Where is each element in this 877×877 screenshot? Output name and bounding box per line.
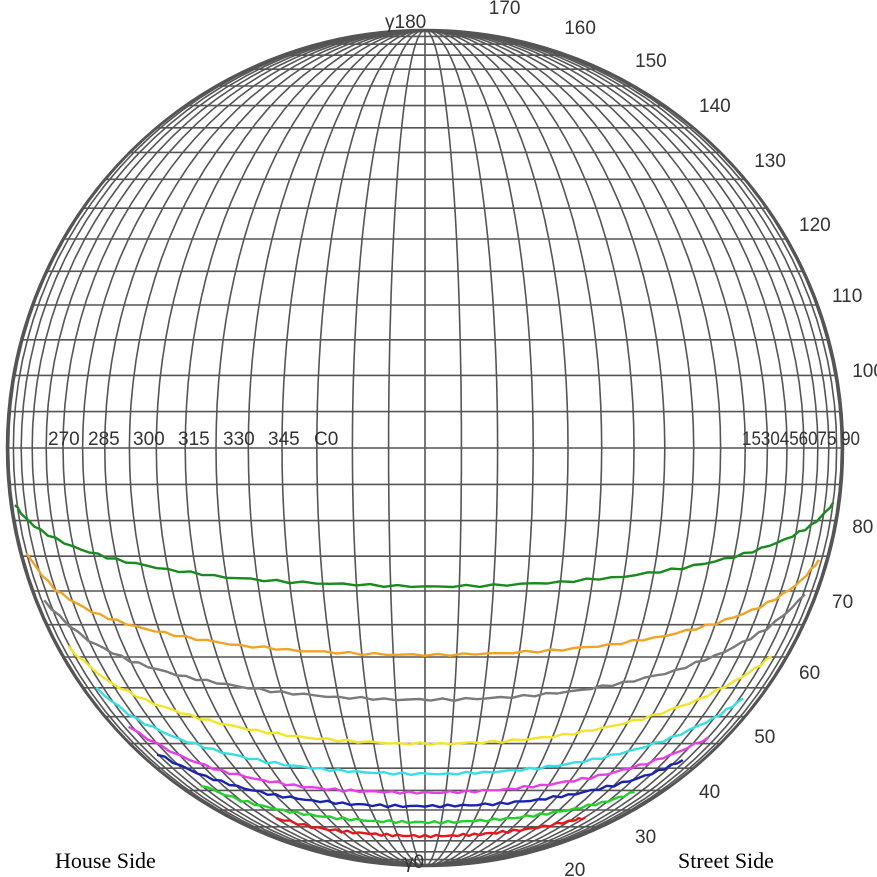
c-meridian <box>62 29 426 867</box>
gamma-tick-label: 170 <box>489 0 521 19</box>
c-meridian <box>103 29 426 867</box>
isolux-curves <box>14 501 835 839</box>
c-plane-label: 330 <box>223 429 255 450</box>
c-plane-label: 315 <box>178 429 210 450</box>
c-meridian <box>155 29 426 867</box>
c-meridian <box>424 29 805 867</box>
c-meridian <box>315 29 426 867</box>
gamma-tick-label: 100 <box>852 361 877 382</box>
gamma-tick-label: 130 <box>754 151 786 172</box>
c-meridian <box>215 29 426 867</box>
isolux-curve-4 <box>128 725 710 795</box>
c-plane-label: 300 <box>133 429 165 450</box>
c-meridian <box>424 29 819 867</box>
polar-grid <box>5 28 845 868</box>
gamma-tick-label: 20 <box>564 860 585 877</box>
c-meridian <box>31 29 426 867</box>
c-meridian <box>351 29 426 867</box>
c-meridian <box>424 29 769 867</box>
c-plane-label: 270 <box>48 429 80 450</box>
isolux-curve-7 <box>43 593 806 702</box>
gamma-tick-label: 120 <box>799 215 831 236</box>
c-meridian <box>247 29 426 867</box>
gamma-tick-label: 140 <box>699 96 731 117</box>
c-meridian <box>45 29 426 867</box>
isolux-curve-1 <box>275 816 586 839</box>
isolux-curve-6 <box>67 644 773 746</box>
gamma-top-label: γ180 <box>385 12 426 33</box>
c-plane-label-right: 1530456075 90 <box>742 429 860 450</box>
c-meridian <box>424 29 844 867</box>
isolux-curve-2 <box>200 784 635 825</box>
gamma-tick-label: 40 <box>699 782 720 803</box>
c-meridian <box>424 29 788 867</box>
c-meridian <box>184 29 426 867</box>
c-meridian <box>424 29 830 867</box>
gamma-tick-label: 80 <box>852 517 873 538</box>
isolux-curve-5 <box>95 686 744 777</box>
gamma-tick-label: 160 <box>564 18 596 39</box>
c-plane-label: C0 <box>314 429 338 450</box>
gamma-tick-label: 70 <box>832 592 853 613</box>
grid-labels: 1020304050607080100110120130140150160170… <box>48 0 877 877</box>
gamma-tick-label: 150 <box>635 51 667 72</box>
c-meridian <box>424 29 535 867</box>
c-meridian <box>12 29 426 867</box>
c-meridian <box>424 29 838 867</box>
c-plane-label: 285 <box>88 429 120 450</box>
gamma-tick-label: 60 <box>799 663 820 684</box>
c-meridian <box>424 29 463 867</box>
gamma-tick-label: 50 <box>754 727 775 748</box>
isolux-curve-3 <box>156 753 684 809</box>
c-meridian <box>7 29 426 867</box>
isolux-curve-9 <box>14 501 835 589</box>
c-meridian <box>424 29 747 867</box>
c-meridian <box>81 29 426 867</box>
isolux-curve-8 <box>25 552 821 657</box>
c-meridian <box>424 29 603 867</box>
c-meridian <box>424 29 666 867</box>
street-side-label: Street Side <box>678 848 774 873</box>
c-meridian <box>424 29 499 867</box>
gamma-tick-label: 30 <box>635 827 656 848</box>
c-meridian <box>424 29 695 867</box>
c-meridian <box>424 29 569 867</box>
c-meridian <box>281 29 426 867</box>
gamma-bottom-label: γ0 <box>404 852 424 873</box>
gamma-tick-label: 110 <box>832 286 862 307</box>
c-plane-label: 345 <box>268 429 300 450</box>
house-side-label: House Side <box>55 848 156 873</box>
c-meridian <box>387 29 426 867</box>
c-meridian <box>424 29 635 867</box>
c-meridian <box>20 29 426 867</box>
